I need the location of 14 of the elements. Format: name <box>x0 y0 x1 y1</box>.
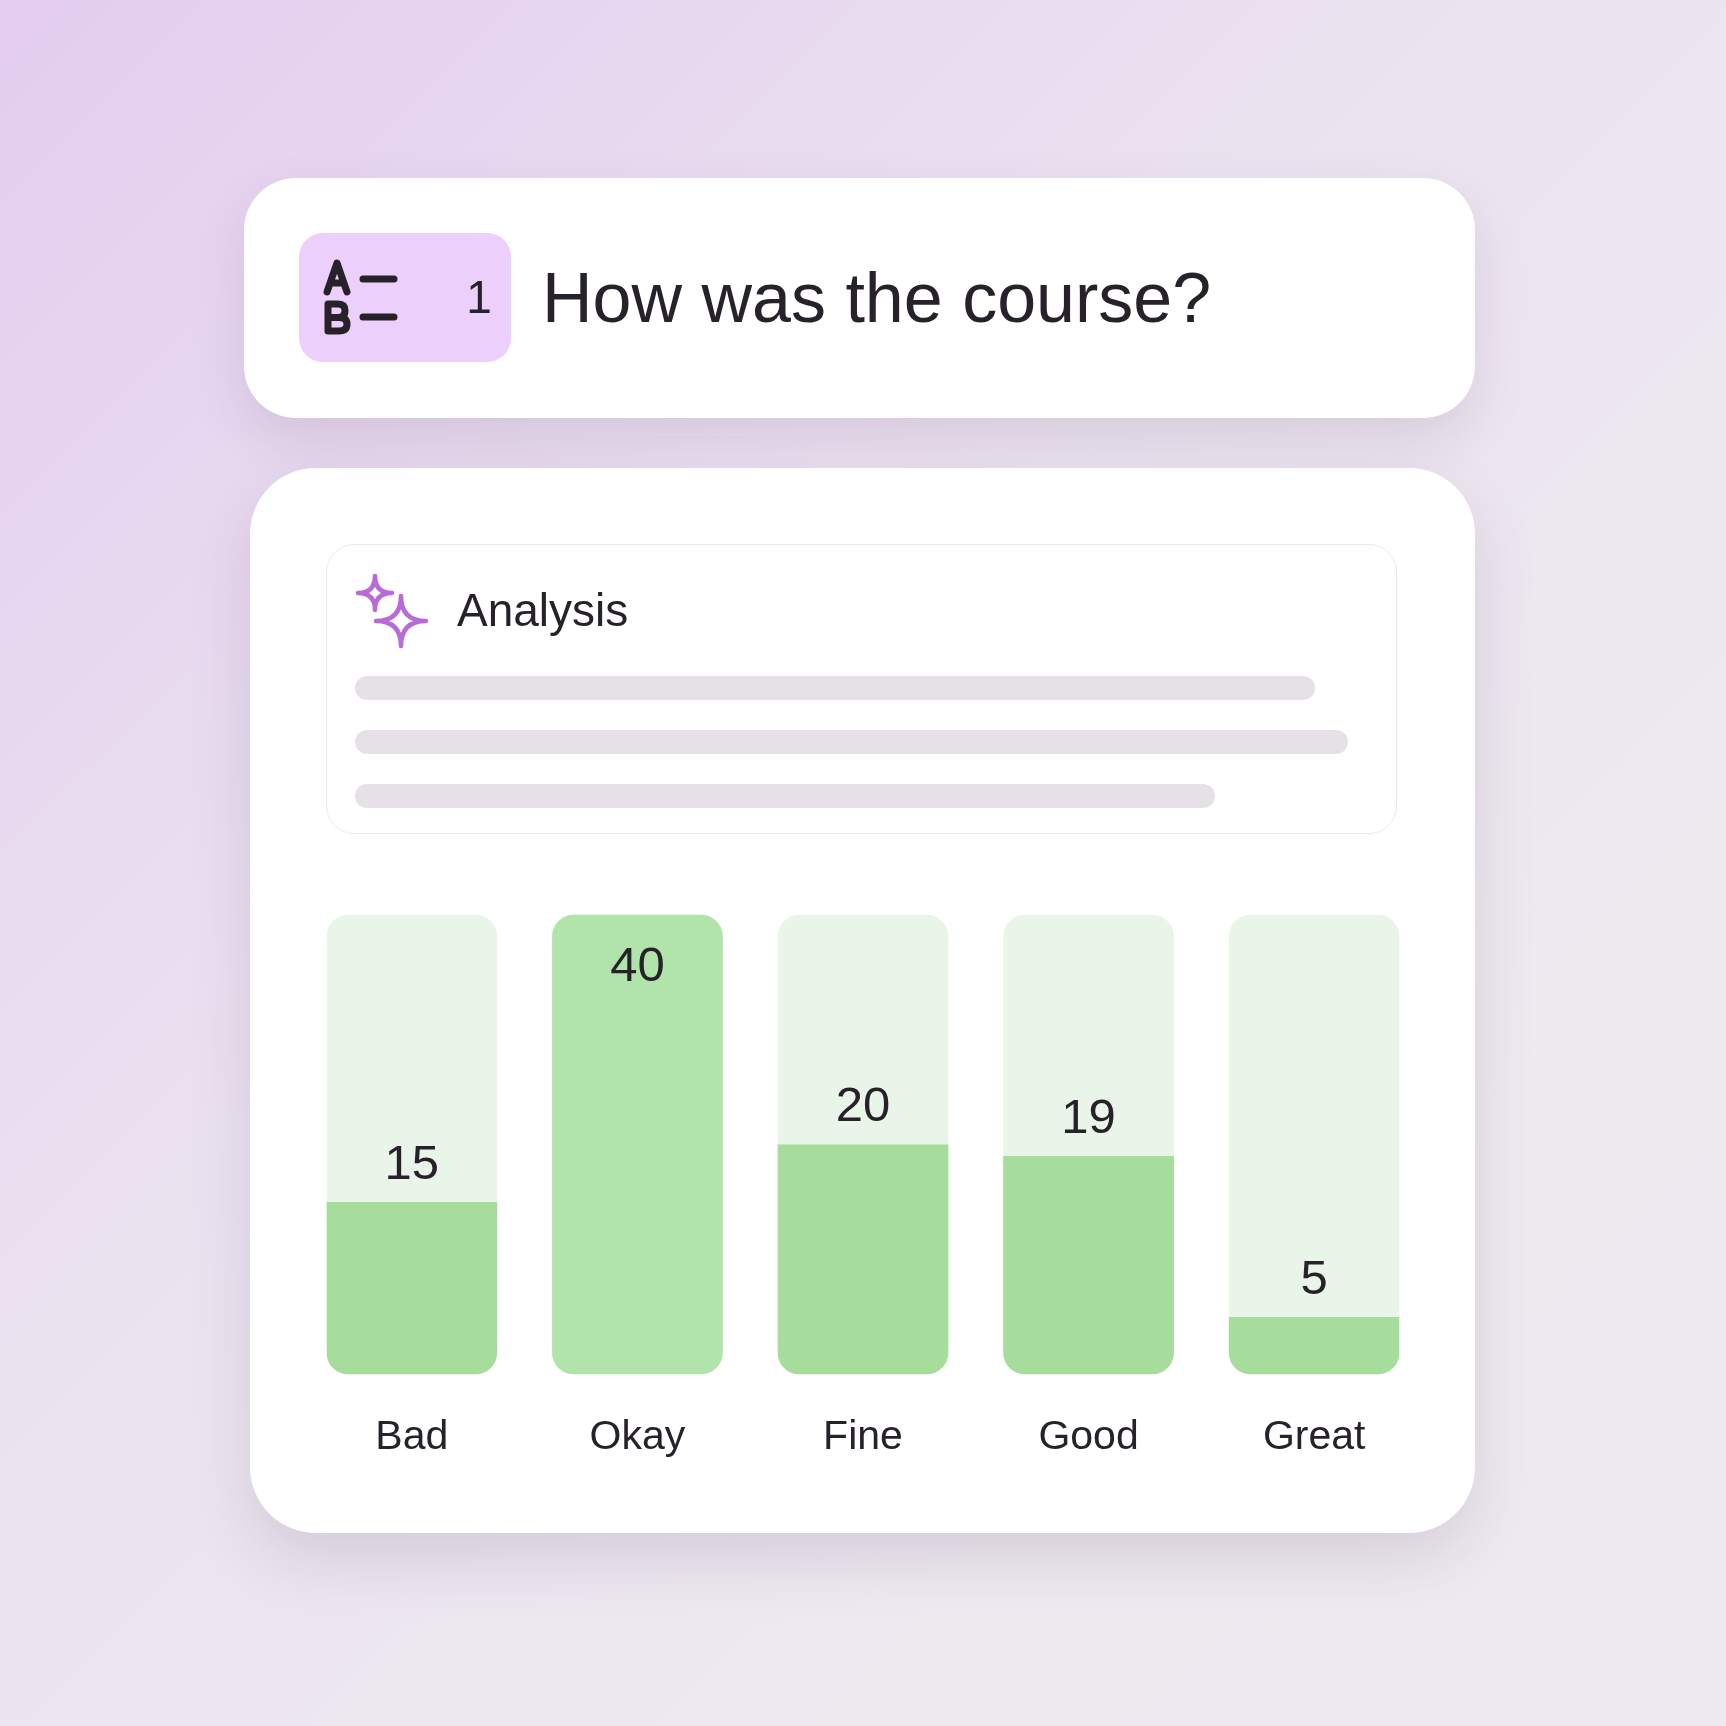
data-label: 20 <box>835 1077 891 1131</box>
chart-title: How was the course? <box>542 258 1212 339</box>
data-label: 19 <box>1061 1088 1116 1143</box>
x-tick-label: Okay <box>589 1411 686 1458</box>
data-label: 5 <box>1300 1249 1328 1304</box>
x-tick-label: Good <box>1038 1411 1139 1458</box>
x-tick-label: Bad <box>375 1411 449 1458</box>
data-label: 40 <box>610 937 665 991</box>
text: 1 <box>465 269 493 325</box>
text: Analysis <box>457 583 629 639</box>
data-label: 15 <box>384 1134 440 1189</box>
x-tick-label: Fine <box>823 1411 903 1458</box>
bar <box>1228 1317 1400 1375</box>
x-tick-label: Great <box>1262 1411 1367 1458</box>
